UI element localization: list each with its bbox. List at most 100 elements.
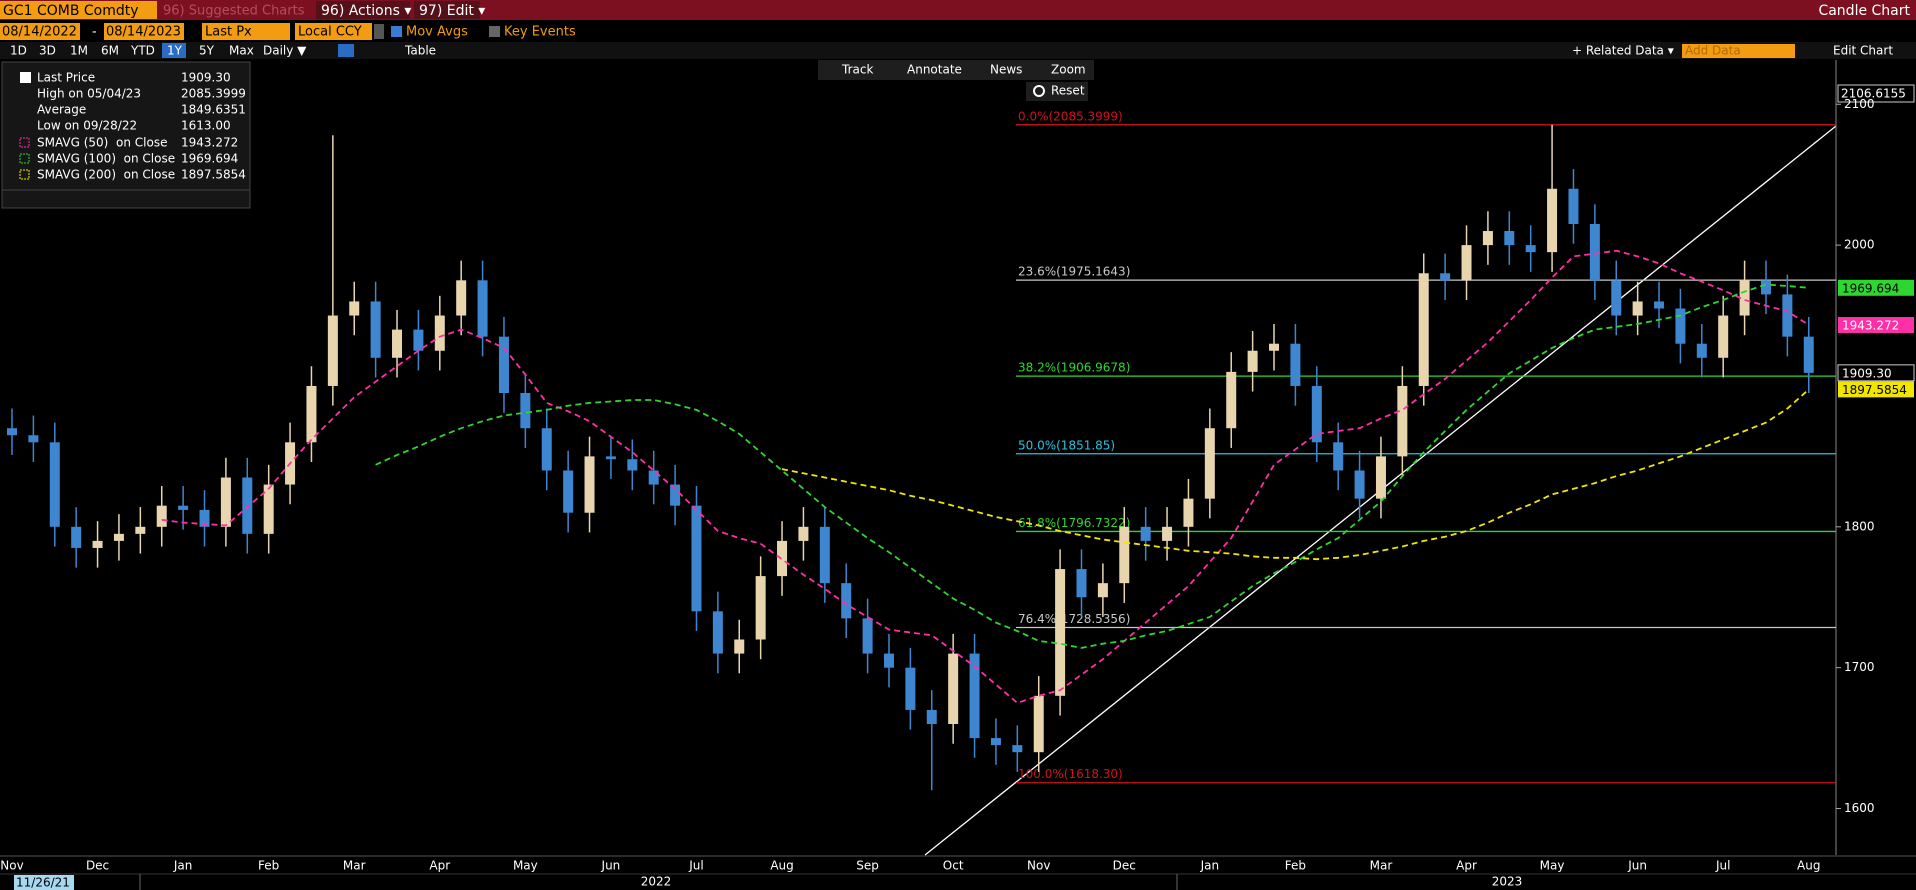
candle-body bbox=[777, 540, 788, 577]
candle-body bbox=[71, 526, 82, 548]
year-label: 2022 bbox=[641, 875, 672, 889]
range-bar: 1D 3D 1M 6M YTD 1Y 5Y Max Daily ▼ Table … bbox=[0, 42, 1916, 59]
candle-body bbox=[1162, 526, 1173, 541]
candle-body bbox=[1333, 442, 1344, 471]
start-date[interactable]: 08/14/2022 bbox=[2, 25, 77, 40]
x-tick-label: Mar bbox=[343, 859, 366, 873]
ma-value-tag-box bbox=[1838, 317, 1914, 334]
candle-body bbox=[477, 280, 488, 337]
view-title: Candle Chart bbox=[1818, 3, 1910, 19]
edit-button-bg[interactable] bbox=[414, 1, 480, 19]
candle-body bbox=[819, 526, 830, 584]
x-tick-label: Jan bbox=[173, 859, 193, 873]
title-bar: GC1 COMB Comdty 96) Suggested Charts 96)… bbox=[0, 0, 1916, 20]
candle-body bbox=[498, 336, 509, 394]
end-date[interactable]: 08/14/2023 bbox=[106, 25, 181, 40]
legend-bg bbox=[1, 61, 251, 209]
table-button[interactable]: Table bbox=[404, 44, 436, 58]
end-date-box[interactable] bbox=[104, 23, 184, 40]
legend-value: 1909.30 bbox=[181, 71, 231, 85]
period-button[interactable]: 6M bbox=[101, 44, 119, 58]
start-label-box bbox=[14, 875, 74, 890]
legend-label: High on 05/04/23 bbox=[37, 87, 141, 101]
x-tick-label: Jul bbox=[1715, 859, 1730, 873]
x-tick-label: Feb bbox=[1285, 859, 1306, 873]
add-data-input[interactable] bbox=[1682, 44, 1795, 58]
legend-label: Average bbox=[37, 103, 86, 117]
candle-body bbox=[1397, 385, 1408, 457]
period-button[interactable]: 1Y bbox=[167, 44, 183, 58]
candle-body bbox=[1055, 569, 1066, 696]
candle-body bbox=[113, 533, 124, 541]
add-data-placeholder[interactable]: Add Data bbox=[1685, 44, 1741, 58]
price-field-box[interactable] bbox=[202, 23, 290, 40]
reset-button[interactable]: Reset bbox=[1051, 84, 1085, 98]
legend-value: 1849.6351 bbox=[181, 103, 246, 117]
legend-label: Low on 09/28/22 bbox=[37, 119, 137, 133]
actions-button-bg[interactable] bbox=[316, 1, 410, 19]
candle-body bbox=[242, 477, 253, 534]
period-button[interactable]: Max bbox=[229, 44, 254, 58]
candle-body bbox=[541, 428, 552, 471]
period-button[interactable]: 1M bbox=[70, 44, 88, 58]
ticker-box[interactable] bbox=[0, 1, 157, 19]
period-button[interactable]: 1D bbox=[10, 44, 27, 58]
annotate-button[interactable]: Annotate bbox=[907, 63, 962, 77]
x-tick-label: Aug bbox=[1797, 859, 1820, 873]
candle-body bbox=[1204, 428, 1215, 499]
period-selected-bg bbox=[162, 43, 186, 58]
currency-dropdown[interactable] bbox=[374, 24, 384, 39]
mov-avgs-checkbox[interactable] bbox=[391, 26, 402, 37]
candle-body bbox=[135, 526, 146, 534]
news-button[interactable]: News bbox=[990, 63, 1022, 77]
price-field[interactable]: Last Px bbox=[205, 25, 252, 40]
period-button[interactable]: 5Y bbox=[199, 44, 215, 58]
legend-label: SMAVG (200) on Close bbox=[37, 168, 175, 182]
legend-value: 1897.5854 bbox=[181, 168, 246, 182]
frequency-menu[interactable]: Daily ▼ bbox=[263, 44, 307, 58]
y-tick-label: 1600 bbox=[1844, 801, 1875, 815]
candle-body bbox=[648, 470, 659, 485]
x-tick-label: Jul bbox=[688, 859, 703, 873]
candle-body bbox=[563, 470, 574, 513]
chart-type-icon[interactable] bbox=[338, 44, 354, 57]
moving-average-line bbox=[375, 283, 1809, 649]
candle-body bbox=[841, 583, 852, 619]
candle-body bbox=[1183, 498, 1194, 527]
candle-body bbox=[712, 611, 723, 654]
key-events-label[interactable]: Key Events bbox=[504, 25, 576, 40]
x-tick-label: Jun bbox=[601, 859, 621, 873]
candle-body bbox=[1097, 583, 1108, 598]
suggested-charts[interactable]: 96) Suggested Charts bbox=[163, 4, 305, 19]
track-button[interactable]: Track bbox=[841, 63, 873, 77]
candle-body bbox=[1654, 301, 1665, 309]
candle-body bbox=[1611, 280, 1622, 316]
period-button[interactable]: 3D bbox=[39, 44, 56, 58]
ticker[interactable]: GC1 COMB Comdty bbox=[3, 3, 139, 19]
period-button[interactable]: YTD bbox=[130, 44, 155, 58]
candle-body bbox=[905, 667, 916, 710]
key-events-checkbox[interactable] bbox=[489, 26, 500, 37]
edit-menu[interactable]: 97) Edit ▾ bbox=[419, 3, 485, 19]
candle-body bbox=[220, 477, 231, 527]
ma-value-tag-box bbox=[1838, 279, 1914, 296]
last-price-tag: 1909.30 bbox=[1842, 366, 1892, 380]
actions-menu[interactable]: 96) Actions ▾ bbox=[321, 3, 411, 19]
candle-body bbox=[28, 435, 39, 443]
candle-body bbox=[1375, 456, 1386, 499]
currency[interactable]: Local CCY bbox=[298, 25, 362, 40]
reset-radio[interactable] bbox=[1033, 85, 1045, 97]
edit-chart-button[interactable]: Edit Chart bbox=[1833, 44, 1893, 58]
candle-body bbox=[862, 618, 873, 654]
mov-avgs-label[interactable]: Mov Avgs bbox=[406, 25, 468, 40]
start-date-box[interactable] bbox=[0, 23, 80, 40]
y-tick-label: 2000 bbox=[1844, 238, 1875, 252]
fib-label: 76.4%(1728.5356) bbox=[1018, 612, 1130, 626]
candle-body bbox=[1739, 280, 1750, 316]
related-data-menu[interactable]: + Related Data ▾ bbox=[1572, 44, 1674, 58]
x-tick-label: Nov bbox=[1027, 859, 1050, 873]
currency-box[interactable] bbox=[295, 23, 372, 40]
x-tick-label: May bbox=[1540, 859, 1565, 873]
zoom-button[interactable]: Zoom bbox=[1051, 63, 1086, 77]
